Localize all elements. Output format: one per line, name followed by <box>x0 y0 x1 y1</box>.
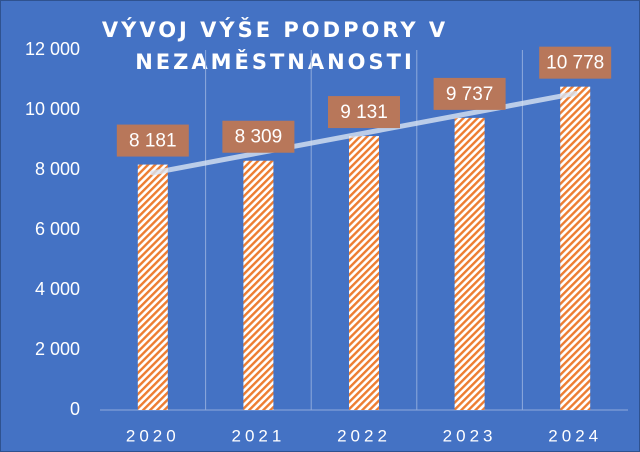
bar <box>349 136 379 410</box>
y-tick-label: 2 000 <box>35 339 80 359</box>
y-tick-label: 8 000 <box>35 159 80 179</box>
x-tick-label: 2020 <box>126 426 180 445</box>
data-label-box <box>222 120 295 153</box>
y-tick-label: 0 <box>70 399 80 419</box>
y-tick-label: 4 000 <box>35 279 80 299</box>
x-tick-label: 2021 <box>231 426 285 445</box>
x-tick-label: 2022 <box>337 426 391 445</box>
chart-title: VÝVOJ VÝŠE PODPORY V NEZAMĚSTNANOSTI <box>101 18 449 74</box>
bar <box>243 160 274 410</box>
data-label-box <box>116 124 189 157</box>
y-tick-label: 6 000 <box>35 219 80 239</box>
title-box: VÝVOJ VÝŠE PODPORY V NEZAMĚSTNANOSTI <box>101 18 449 74</box>
x-tick-label: 2023 <box>443 426 497 445</box>
bar <box>560 86 591 410</box>
data-label: 9 131 <box>340 102 388 123</box>
data-label-box <box>539 46 612 79</box>
bar <box>137 164 168 410</box>
x-tick-label: 2024 <box>548 426 602 445</box>
data-label-box <box>433 77 506 110</box>
data-label: 10 778 <box>546 53 604 74</box>
data-label: 8 309 <box>235 127 283 148</box>
data-label: 8 181 <box>129 131 177 152</box>
data-label: 9 737 <box>446 84 494 105</box>
bar <box>454 117 485 410</box>
y-tick-label: 12 000 <box>25 39 80 59</box>
data-label-box <box>328 96 400 129</box>
y-tick-label: 10 000 <box>25 99 80 119</box>
